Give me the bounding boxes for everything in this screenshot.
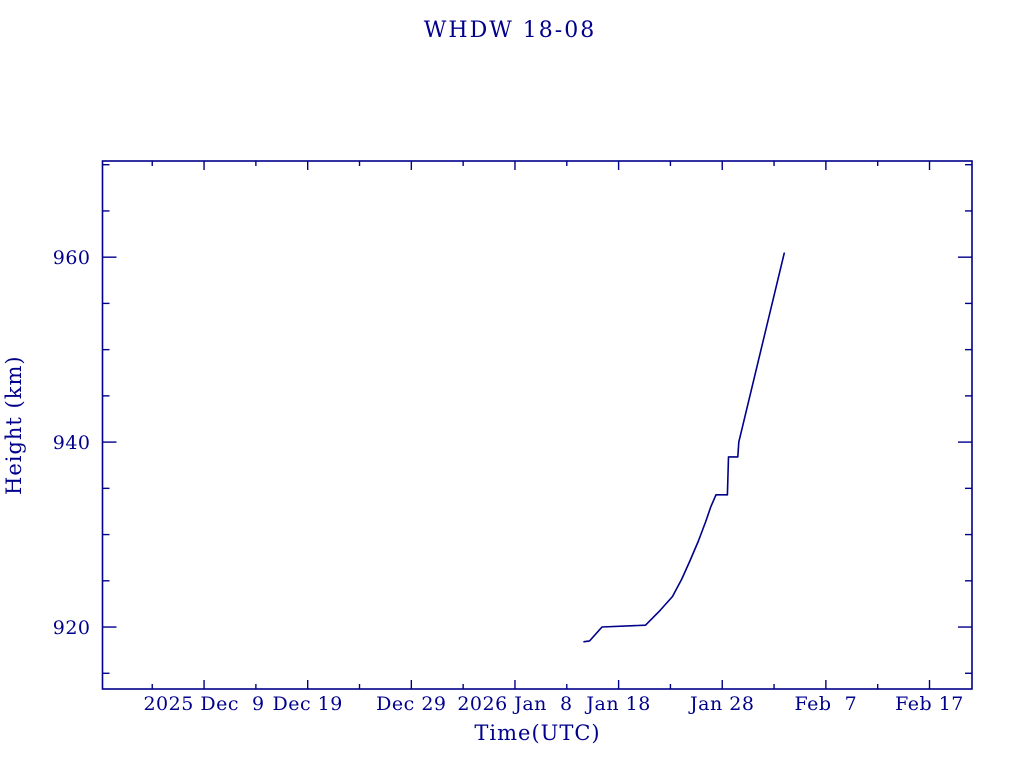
y-tick-label: 940 <box>53 432 91 454</box>
data-line <box>583 252 786 643</box>
x-tick-label: Feb 17 <box>895 693 964 715</box>
y-tick-label: 920 <box>53 617 91 639</box>
x-tick-label: Jan 28 <box>688 693 754 715</box>
x-tick-label: Feb 7 <box>795 693 858 715</box>
plot-frame <box>101 160 973 690</box>
x-tick-label: 2025 Dec 9 <box>143 693 264 715</box>
y-tick-label: 960 <box>53 247 91 269</box>
x-axis-title: Time(UTC) <box>474 721 601 745</box>
x-tick-label: Dec 29 <box>376 693 446 715</box>
x-tick-label: Dec 19 <box>273 693 343 715</box>
x-tick-label: Jan 18 <box>584 693 650 715</box>
chart-title: WHDW 18-08 <box>423 18 597 43</box>
x-tick-label: 2026 Jan 8 <box>457 693 572 715</box>
